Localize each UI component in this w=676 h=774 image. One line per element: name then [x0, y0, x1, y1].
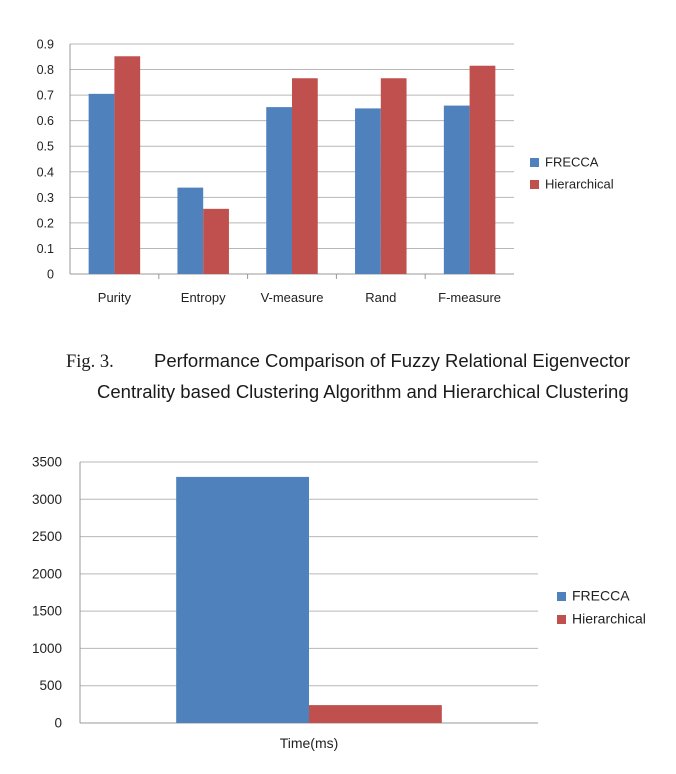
bar-frecca-time-ms- — [176, 476, 309, 723]
legend-swatch-frecca — [530, 158, 539, 167]
legend-label-frecca: FRECCA — [572, 588, 630, 604]
figure-caption: Fig. 3. Performance Comparison of Fuzzy R… — [0, 346, 676, 407]
y-tick-label: 0.9 — [37, 38, 54, 52]
legend-swatch-hierarchical — [530, 180, 539, 189]
y-tick-label: 1000 — [32, 641, 62, 656]
y-tick-label: 2500 — [32, 529, 62, 544]
bar-hierarchical-entropy — [203, 208, 229, 274]
legend-label-hierarchical: Hierarchical — [545, 177, 614, 192]
legend-swatch-hierarchical — [557, 615, 566, 624]
caption-line-2: Centrality based Clustering Algorithm an… — [97, 381, 629, 402]
y-tick-label: 2000 — [32, 566, 62, 581]
x-category-label: F-measure — [438, 290, 501, 305]
y-tick-label: 3000 — [32, 492, 62, 507]
x-category-label: Time(ms) — [280, 735, 339, 751]
y-tick-label: 0 — [47, 268, 54, 282]
y-tick-label: 0.8 — [37, 63, 54, 77]
y-tick-label: 0.3 — [37, 191, 54, 205]
x-category-label: Purity — [98, 290, 132, 305]
bar-frecca-f-measure — [443, 105, 470, 274]
y-tick-label: 0.1 — [37, 242, 54, 256]
y-tick-label: 0.6 — [37, 114, 54, 128]
bar-frecca-rand — [355, 108, 381, 275]
y-tick-label: 0.7 — [37, 89, 54, 103]
bar-hierarchical-time-ms- — [309, 705, 442, 723]
bar-frecca-entropy — [177, 187, 204, 274]
x-category-label: Entropy — [181, 290, 226, 305]
bar-hierarchical-v-measure — [292, 78, 318, 274]
legend-label-frecca: FRECCA — [545, 155, 599, 170]
figure-label: Fig. 3. — [66, 352, 114, 372]
legend-swatch-frecca — [557, 592, 566, 601]
legend-label-hierarchical: Hierarchical — [572, 611, 646, 627]
bar-hierarchical-f-measure — [469, 65, 496, 274]
y-tick-label: 0.2 — [37, 216, 54, 230]
bar-frecca-purity — [88, 93, 115, 274]
x-category-label: V-measure — [261, 290, 324, 305]
time-chart: 0 500 1000 1500 2000 2500 3000 3500 Time(ms) FREC… — [32, 455, 646, 752]
y-tick-label: 3500 — [32, 455, 62, 470]
caption-line-1: Performance Comparison of Fuzzy Relation… — [154, 350, 631, 371]
y-tick-label: 1500 — [32, 604, 62, 619]
bar-frecca-v-measure — [266, 107, 292, 274]
y-tick-label: 0 — [54, 716, 62, 731]
bar-hierarchical-purity — [114, 56, 141, 275]
performance-chart: 0 0.1 0.2 0.3 0.4 0.5 0.6 0.7 0.8 0.9 Purity Entrop… — [37, 38, 614, 306]
y-tick-label: 0.5 — [37, 140, 54, 154]
y-tick-label: 0.4 — [37, 165, 54, 179]
x-category-label: Rand — [365, 290, 396, 305]
y-tick-label: 500 — [39, 678, 62, 693]
bar-hierarchical-rand — [380, 78, 407, 274]
